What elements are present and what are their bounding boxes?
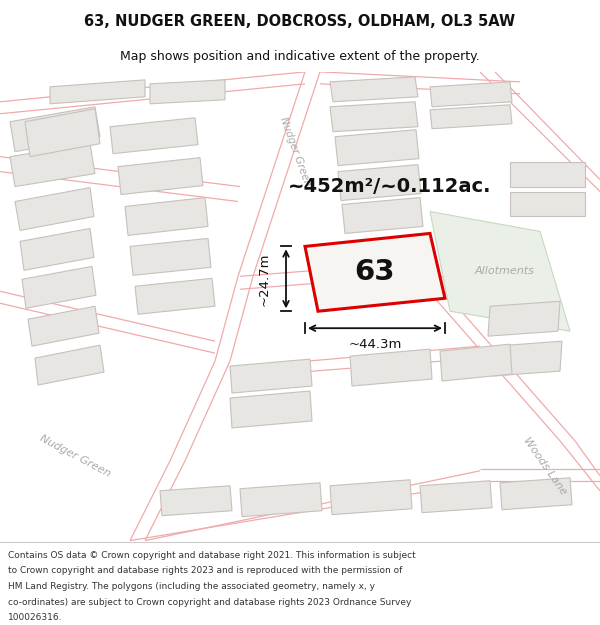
Polygon shape (130, 238, 211, 276)
Polygon shape (110, 118, 198, 154)
Polygon shape (230, 391, 312, 428)
Polygon shape (493, 341, 562, 376)
Text: to Crown copyright and database rights 2023 and is reproduced with the permissio: to Crown copyright and database rights 2… (8, 566, 402, 576)
Polygon shape (430, 82, 512, 107)
Text: ~452m²/~0.112ac.: ~452m²/~0.112ac. (288, 177, 492, 196)
Text: Nudger Green: Nudger Green (278, 116, 312, 188)
Polygon shape (240, 482, 322, 517)
Polygon shape (135, 278, 215, 314)
Text: 63: 63 (354, 258, 395, 286)
Text: ~24.7m: ~24.7m (257, 252, 271, 306)
Polygon shape (230, 359, 312, 393)
Text: Allotments: Allotments (475, 266, 535, 276)
Text: Nudger Green: Nudger Green (38, 433, 112, 479)
Text: 100026316.: 100026316. (8, 613, 62, 622)
Polygon shape (305, 234, 445, 311)
Polygon shape (420, 481, 492, 512)
Text: 63, NUDGER GREEN, DOBCROSS, OLDHAM, OL3 5AW: 63, NUDGER GREEN, DOBCROSS, OLDHAM, OL3 … (85, 14, 515, 29)
Polygon shape (35, 345, 104, 385)
Polygon shape (22, 266, 96, 308)
Polygon shape (20, 229, 94, 271)
Polygon shape (118, 158, 203, 194)
Polygon shape (440, 344, 512, 381)
Polygon shape (50, 80, 145, 104)
Polygon shape (338, 164, 421, 201)
Polygon shape (350, 349, 432, 386)
Polygon shape (330, 102, 418, 132)
Text: HM Land Registry. The polygons (including the associated geometry, namely x, y: HM Land Registry. The polygons (includin… (8, 582, 375, 591)
Polygon shape (510, 162, 585, 187)
Polygon shape (160, 486, 232, 516)
Polygon shape (500, 478, 572, 510)
Polygon shape (125, 198, 208, 236)
Polygon shape (342, 198, 423, 234)
Text: Woods Lane: Woods Lane (521, 435, 569, 496)
Text: ~44.3m: ~44.3m (349, 338, 401, 351)
Polygon shape (10, 144, 95, 187)
Polygon shape (488, 301, 560, 336)
Polygon shape (510, 191, 585, 216)
Polygon shape (330, 480, 412, 515)
Text: co-ordinates) are subject to Crown copyright and database rights 2023 Ordnance S: co-ordinates) are subject to Crown copyr… (8, 598, 411, 607)
Polygon shape (335, 130, 419, 166)
Polygon shape (10, 107, 100, 152)
Polygon shape (25, 109, 100, 157)
Polygon shape (330, 77, 418, 102)
Polygon shape (28, 306, 99, 346)
Polygon shape (150, 80, 225, 104)
Polygon shape (430, 105, 512, 129)
Text: Map shows position and indicative extent of the property.: Map shows position and indicative extent… (120, 49, 480, 62)
Polygon shape (15, 188, 94, 231)
Text: Contains OS data © Crown copyright and database right 2021. This information is : Contains OS data © Crown copyright and d… (8, 551, 416, 560)
Polygon shape (430, 211, 570, 331)
